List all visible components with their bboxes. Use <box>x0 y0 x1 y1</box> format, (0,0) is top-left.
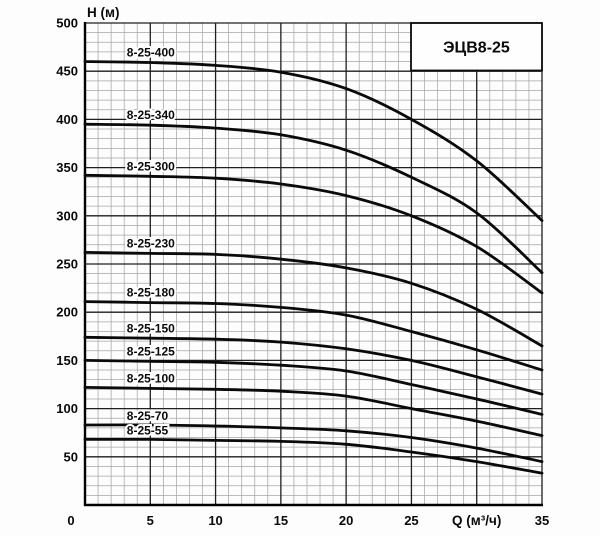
pump-curves <box>83 60 544 475</box>
title-box-frame <box>410 22 543 72</box>
x-tick-label: 25 <box>404 513 418 528</box>
title-box: ЭЦВ8-25 <box>410 22 543 72</box>
x-axis-title: Q (м³/ч) <box>452 513 501 528</box>
chart-generated-layers: 50 100 150 200 250 300 350 400 450 500 0 5 10 15 20 25 Q… <box>56 16 549 529</box>
y-tick-label: 500 <box>56 16 78 31</box>
x-tick-label: 20 <box>339 513 353 528</box>
curve-8-25-150 <box>83 335 544 396</box>
curve-label-8-25-400: 8-25-400 <box>127 46 175 60</box>
curve-label-8-25-55: 8-25-55 <box>127 423 169 437</box>
y-tick-label: 200 <box>56 305 78 320</box>
y-tick-label: 250 <box>56 257 78 272</box>
curve-8-25-70 <box>83 423 544 463</box>
x-tick-labels: 0 5 10 15 20 25 Q (м³/ч) 35 <box>67 513 549 528</box>
curve-label-8-25-230: 8-25-230 <box>127 236 175 250</box>
x-tick-label: 0 <box>67 513 74 528</box>
curve-8-25-400 <box>83 60 544 222</box>
curve-8-25-180 <box>83 300 544 372</box>
curve-label-8-25-125: 8-25-125 <box>127 344 175 358</box>
y-tick-label: 300 <box>56 208 78 223</box>
curve-label-8-25-150: 8-25-150 <box>127 321 175 335</box>
y-tick-label: 450 <box>56 64 78 79</box>
y-tick-label: 50 <box>64 449 78 464</box>
curve-8-25-55 <box>83 437 544 475</box>
title-box-label: ЭЦВ8-25 <box>443 40 510 57</box>
curve-labels: 8-25-400 8-25-340 8-25-300 8-25-230 8-25-180… <box>125 44 177 440</box>
curve-label-8-25-70: 8-25-70 <box>127 409 169 423</box>
curve-label-8-25-300: 8-25-300 <box>127 159 175 173</box>
curve-8-25-340 <box>83 122 544 275</box>
x-tick-label: 35 <box>535 513 549 528</box>
y-tick-label: 350 <box>56 160 78 175</box>
y-tick-label: 150 <box>56 353 78 368</box>
x-tick-label: 15 <box>274 513 288 528</box>
curve-8-25-230 <box>83 251 544 348</box>
y-axis-title: H (м) <box>87 5 119 20</box>
curve-label-8-25-340: 8-25-340 <box>127 108 175 122</box>
curve-8-25-300 <box>83 173 544 295</box>
x-tick-label: 10 <box>208 513 222 528</box>
y-tick-labels: 50 100 150 200 250 300 350 400 450 500 <box>56 16 78 465</box>
curve-8-25-125 <box>83 359 544 416</box>
x-tick-label: 5 <box>147 513 154 528</box>
curve-8-25-100 <box>83 386 544 437</box>
y-tick-label: 400 <box>56 112 78 127</box>
curve-label-8-25-100: 8-25-100 <box>127 371 175 385</box>
curve-label-8-25-180: 8-25-180 <box>127 286 175 300</box>
y-tick-label: 100 <box>56 401 78 416</box>
